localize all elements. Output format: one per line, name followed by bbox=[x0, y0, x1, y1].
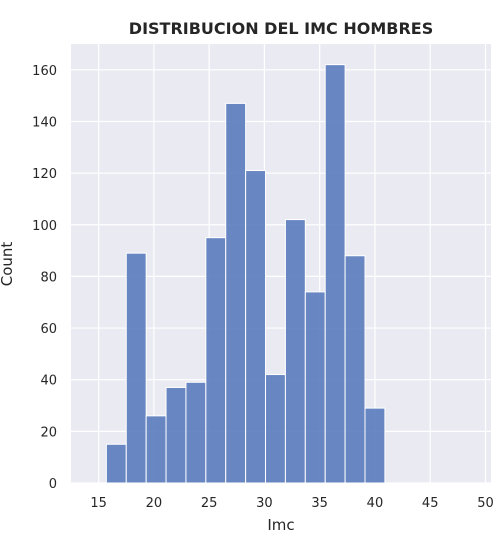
histogram-bar bbox=[265, 374, 286, 484]
histogram-bar bbox=[85, 482, 107, 485]
x-tick-label: 30 bbox=[256, 496, 273, 511]
y-tick-label: 80 bbox=[40, 270, 57, 285]
y-tick-label: 0 bbox=[49, 477, 57, 492]
histogram-bar bbox=[165, 386, 187, 484]
x-tick-label: 40 bbox=[367, 496, 384, 511]
histogram-bar bbox=[344, 255, 366, 484]
x-tick-label: 15 bbox=[90, 496, 107, 511]
y-tick-label: 40 bbox=[40, 374, 57, 389]
y-tick-label: 140 bbox=[32, 115, 57, 130]
histogram-bar bbox=[245, 170, 267, 484]
x-tick-label: 25 bbox=[201, 496, 218, 511]
histogram-bar bbox=[424, 482, 446, 485]
y-tick-label: 20 bbox=[40, 425, 57, 440]
x-axis-label: Imc bbox=[267, 516, 294, 534]
x-tick-label: 35 bbox=[311, 496, 328, 511]
y-tick-label: 160 bbox=[32, 64, 57, 79]
y-tick-label: 60 bbox=[40, 322, 57, 337]
histogram-bar bbox=[105, 443, 127, 484]
histogram-bar bbox=[125, 252, 147, 484]
histogram-bar bbox=[364, 407, 386, 484]
histogram-bar bbox=[284, 219, 306, 484]
histogram-bar bbox=[324, 64, 346, 484]
histogram-bar bbox=[304, 291, 326, 484]
y-tick-label: 120 bbox=[32, 167, 57, 182]
bars bbox=[85, 64, 485, 485]
y-tick-labels: 0 20 40 60 80 100 120 140 160 bbox=[32, 64, 57, 492]
histogram-bar bbox=[225, 102, 247, 484]
histogram-bar bbox=[384, 482, 406, 485]
histogram-bar bbox=[444, 482, 465, 485]
histogram-bar bbox=[463, 482, 485, 485]
x-tick-labels: 15 20 25 30 35 40 45 50 bbox=[90, 496, 493, 511]
histogram-bar bbox=[404, 482, 426, 485]
chart-title: DISTRIBUCION DEL IMC HOMBRES bbox=[129, 19, 433, 38]
y-axis-label: Count bbox=[0, 242, 16, 287]
y-tick-label: 100 bbox=[32, 219, 57, 234]
histogram-bar bbox=[145, 415, 167, 484]
x-tick-label: 45 bbox=[422, 496, 439, 511]
histogram-bar bbox=[205, 237, 227, 484]
histogram-bar bbox=[185, 381, 207, 484]
x-tick-label: 50 bbox=[477, 496, 494, 511]
x-tick-label: 20 bbox=[146, 496, 163, 511]
